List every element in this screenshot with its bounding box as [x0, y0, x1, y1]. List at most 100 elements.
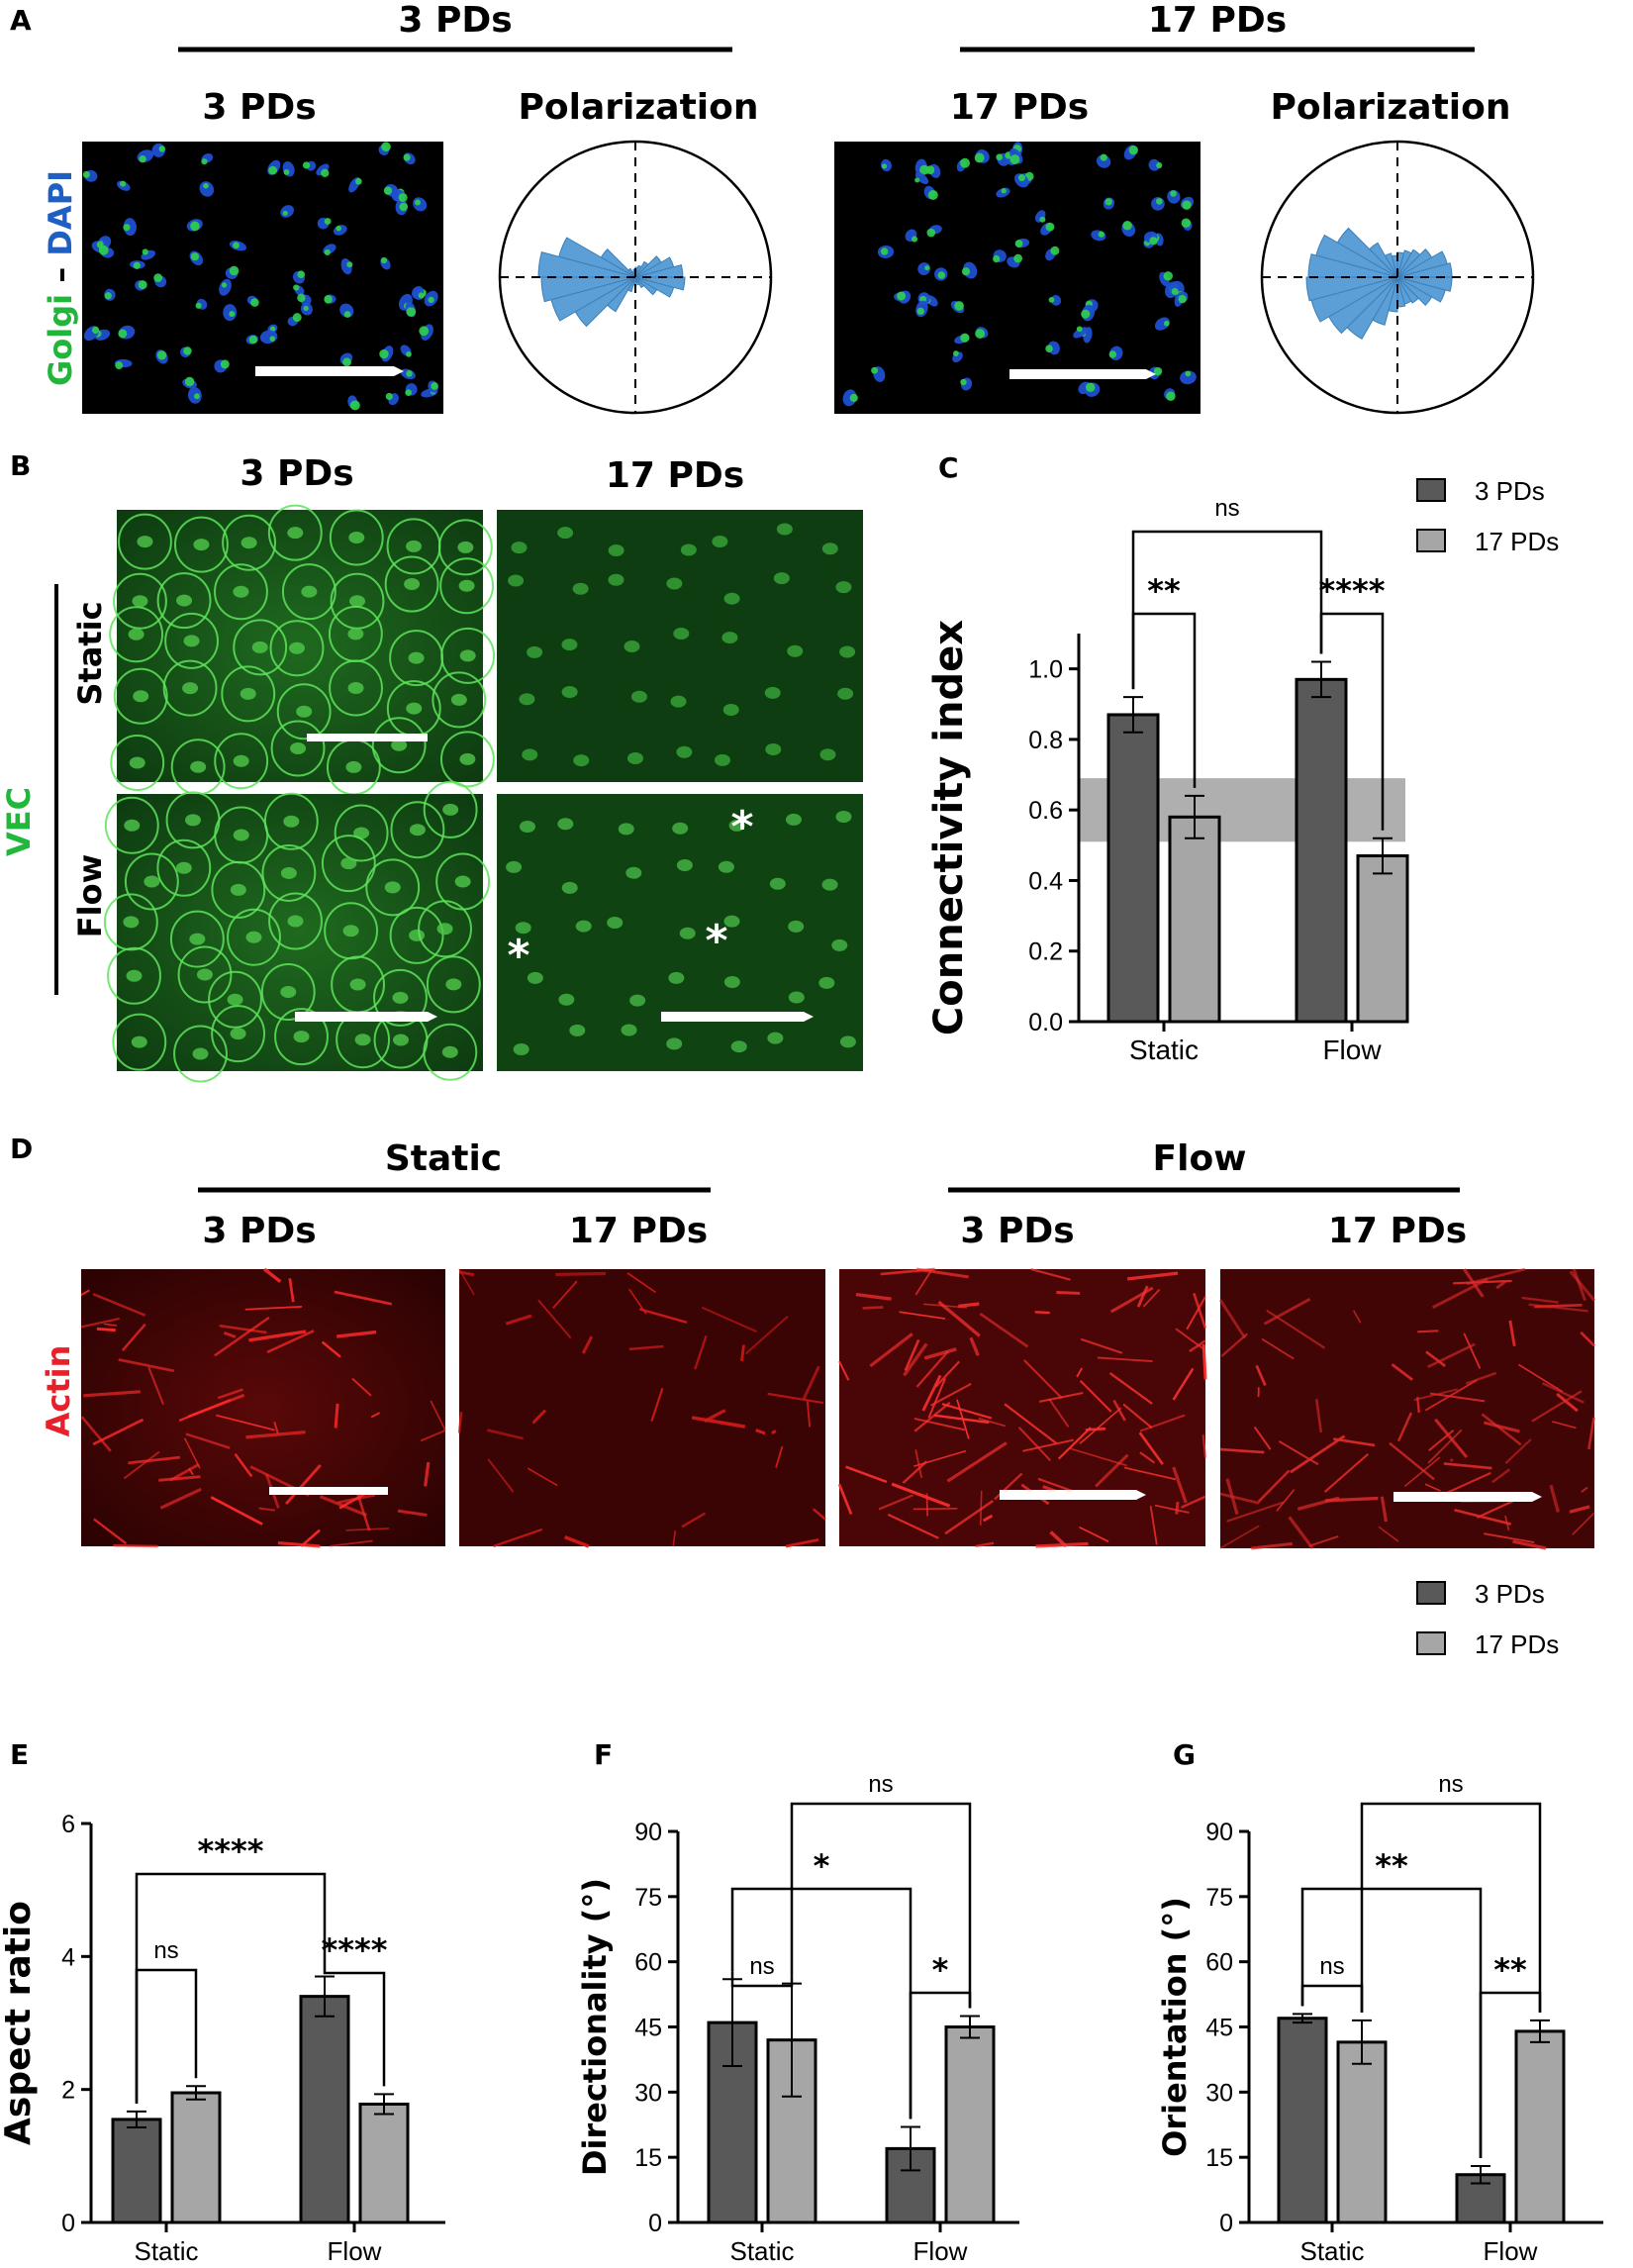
golgi-mark	[960, 157, 970, 168]
actin-fiber-mark	[1122, 1403, 1153, 1430]
bar	[1168, 815, 1221, 1024]
actin-fiber-mark	[1308, 1535, 1339, 1547]
nucleus-mark	[287, 915, 304, 928]
y-tick-label: 2	[61, 2077, 75, 2105]
legend-c: 3 PDs 17 PDs	[1416, 476, 1559, 556]
golgi-mark	[1170, 190, 1177, 197]
golgi-mark	[415, 199, 422, 206]
nucleus-mark	[288, 641, 305, 654]
actin-fiber-mark	[1261, 1337, 1295, 1360]
actin-fiber-mark	[185, 1432, 231, 1449]
nucleus-mark	[764, 686, 781, 699]
row-label: Static	[71, 601, 109, 705]
golgi-mark	[871, 366, 879, 374]
bar	[111, 2118, 162, 2224]
significance-label: ns	[749, 1953, 774, 1980]
actin-fiber-mark	[691, 1416, 746, 1429]
golgi-mark	[233, 242, 240, 249]
golgi-mark	[916, 307, 924, 316]
significance-label: ****	[1319, 572, 1386, 610]
row-label: Flow	[71, 854, 109, 937]
y-axis-title: Orientation (°)	[1156, 1897, 1194, 2157]
cell-junction-mark	[260, 963, 316, 1022]
golgi-mark	[1017, 174, 1025, 182]
bar	[1277, 2017, 1328, 2224]
nucleus-mark	[406, 702, 423, 715]
nucleus-mark	[561, 639, 578, 651]
golgi-mark	[268, 165, 278, 175]
group-label: 3 PDs	[398, 0, 512, 41]
actin-fiber-mark	[1391, 1363, 1413, 1381]
nucleus-mark	[408, 651, 425, 664]
actin-fiber-mark	[1428, 1429, 1455, 1452]
nucleus-mark	[618, 823, 634, 836]
actin-fiber-mark	[245, 1430, 306, 1439]
nucleus-mark	[527, 645, 543, 658]
golgi-mark	[406, 370, 413, 377]
category-label: Static	[134, 2236, 198, 2266]
significance-bracket	[790, 1802, 972, 2009]
golgi-mark	[975, 329, 986, 339]
nucleus-mark	[668, 971, 685, 984]
nucleus-mark	[240, 537, 257, 549]
nucleus-mark	[508, 574, 525, 587]
actin-fiber-mark	[913, 1508, 958, 1511]
golgi-mark	[960, 378, 967, 386]
actin-fiber-mark	[969, 1336, 980, 1356]
actin-fiber-mark	[169, 1463, 200, 1482]
y-tick-label: 90	[634, 1819, 662, 1846]
actin-fiber-mark	[628, 1344, 664, 1351]
vec-micrograph-flow-3pd	[103, 780, 491, 1083]
cell-junction-mark	[281, 563, 336, 621]
actin-fiber-mark	[1175, 1501, 1180, 1515]
actin-fiber-mark	[994, 1472, 1023, 1501]
nucleus-mark	[666, 1037, 683, 1050]
actin-fiber-mark	[83, 1390, 141, 1398]
actin-fiber-mark	[1022, 1438, 1074, 1452]
legend-swatch	[1416, 1581, 1446, 1605]
actin-fiber-mark	[1323, 1453, 1370, 1493]
panel-b: B 3 PDs 17 PDs VEC Static Flow * * *	[0, 449, 863, 1083]
actin-micrograph-flow-3pd	[837, 1267, 1207, 1548]
asterisk: *	[705, 916, 727, 966]
golgi-mark	[1081, 309, 1091, 319]
actin-fiber-mark	[1427, 1429, 1463, 1464]
nucleus-mark	[227, 993, 243, 1006]
nucleus-mark	[561, 881, 578, 894]
significance-label: **	[1375, 1847, 1408, 1885]
actin-fiber-mark	[681, 1512, 707, 1528]
cell-junction-mark	[269, 620, 325, 677]
nucleus-mark	[522, 748, 538, 761]
nucleus-mark	[506, 860, 523, 873]
actin-fiber-mark	[862, 1306, 884, 1310]
nucleus-mark	[625, 866, 642, 879]
nucleus-mark	[450, 693, 467, 706]
nucleus-mark	[280, 866, 297, 879]
golgi-mark	[324, 248, 331, 256]
nucleus-mark	[527, 971, 543, 984]
nucleus-mark	[445, 978, 462, 991]
actin-fiber-mark	[531, 1409, 547, 1425]
cell-junction-mark	[270, 720, 326, 777]
actin-fiber-mark	[1048, 1398, 1070, 1428]
actin-fiber-mark	[903, 1342, 928, 1377]
nucleus-mark	[233, 829, 249, 841]
golgi-mark	[104, 292, 112, 300]
actin-fiber-mark	[1396, 1412, 1413, 1442]
actin-fiber-mark	[806, 1401, 811, 1428]
actin-fiber-mark	[1504, 1515, 1510, 1531]
y-tick-label: 75	[1205, 1884, 1233, 1912]
actin-fiber-mark	[1035, 1541, 1089, 1548]
rose-petal	[1328, 276, 1398, 335]
nucleus-mark	[1050, 295, 1062, 306]
rose-petal	[1396, 248, 1421, 278]
nucleus-mark	[835, 810, 852, 823]
actin-micrograph-static-3pd	[80, 1267, 446, 1548]
golgi-mark	[1166, 391, 1176, 402]
actin-fiber-mark	[1123, 1466, 1177, 1481]
stain-label: Golgi – DAPI	[42, 170, 79, 386]
actin-fiber-mark	[80, 1416, 112, 1452]
cell-junction-mark	[276, 683, 332, 740]
actin-fiber-mark	[869, 1332, 913, 1368]
panel-d: D Static Flow 3 PDs 17 PDs 3 PDs 17 PDs …	[10, 1133, 1596, 1659]
